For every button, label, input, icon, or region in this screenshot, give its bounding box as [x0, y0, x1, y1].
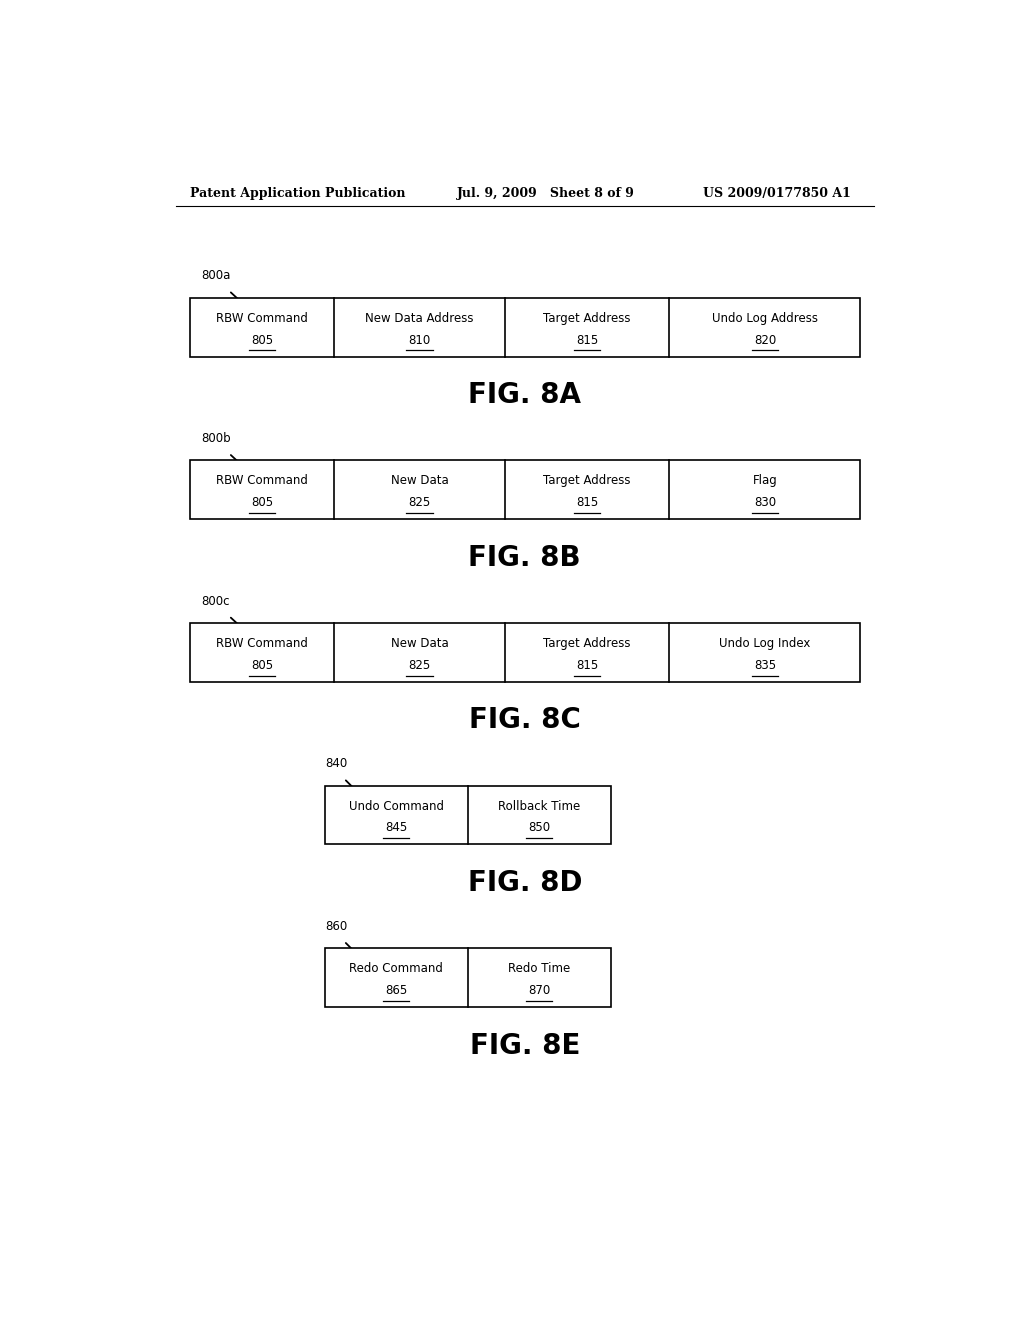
Bar: [189, 461, 860, 519]
Bar: [189, 297, 860, 356]
Text: FIG. 8A: FIG. 8A: [468, 381, 582, 409]
Text: Target Address: Target Address: [544, 638, 631, 649]
Text: 860: 860: [325, 920, 347, 933]
Text: 815: 815: [577, 659, 598, 672]
Text: 815: 815: [577, 496, 598, 510]
Text: 805: 805: [251, 496, 273, 510]
Bar: [325, 948, 610, 1007]
Text: 800a: 800a: [201, 269, 230, 282]
Text: US 2009/0177850 A1: US 2009/0177850 A1: [703, 187, 851, 201]
Text: New Data Address: New Data Address: [366, 312, 474, 325]
Text: 825: 825: [409, 496, 431, 510]
Text: New Data: New Data: [391, 474, 449, 487]
Text: 810: 810: [409, 334, 431, 347]
Text: 830: 830: [754, 496, 776, 510]
Text: Redo Command: Redo Command: [349, 962, 443, 975]
Text: Rollback Time: Rollback Time: [498, 800, 581, 813]
Text: 850: 850: [528, 821, 550, 834]
Text: FIG. 8C: FIG. 8C: [469, 706, 581, 734]
Bar: [325, 785, 610, 845]
Text: 800b: 800b: [201, 432, 230, 445]
Text: 845: 845: [385, 821, 408, 834]
Text: Redo Time: Redo Time: [508, 962, 570, 975]
Text: Undo Command: Undo Command: [349, 800, 443, 813]
Text: FIG. 8B: FIG. 8B: [469, 544, 581, 572]
Text: FIG. 8E: FIG. 8E: [470, 1032, 580, 1060]
Text: Flag: Flag: [753, 474, 777, 487]
Text: 820: 820: [754, 334, 776, 347]
Text: 840: 840: [325, 758, 347, 771]
Text: 805: 805: [251, 659, 273, 672]
Text: 815: 815: [577, 334, 598, 347]
Text: Jul. 9, 2009   Sheet 8 of 9: Jul. 9, 2009 Sheet 8 of 9: [458, 187, 635, 201]
Text: 870: 870: [528, 985, 550, 997]
Text: 835: 835: [754, 659, 776, 672]
Text: Patent Application Publication: Patent Application Publication: [189, 187, 406, 201]
Text: 865: 865: [385, 985, 408, 997]
Text: Target Address: Target Address: [544, 474, 631, 487]
Bar: [189, 623, 860, 682]
Text: 800c: 800c: [201, 594, 229, 607]
Text: FIG. 8D: FIG. 8D: [468, 869, 582, 898]
Text: 825: 825: [409, 659, 431, 672]
Text: 805: 805: [251, 334, 273, 347]
Text: Target Address: Target Address: [544, 312, 631, 325]
Text: Undo Log Index: Undo Log Index: [719, 638, 811, 649]
Text: RBW Command: RBW Command: [216, 638, 308, 649]
Text: Undo Log Address: Undo Log Address: [712, 312, 818, 325]
Text: RBW Command: RBW Command: [216, 474, 308, 487]
Text: New Data: New Data: [391, 638, 449, 649]
Text: RBW Command: RBW Command: [216, 312, 308, 325]
